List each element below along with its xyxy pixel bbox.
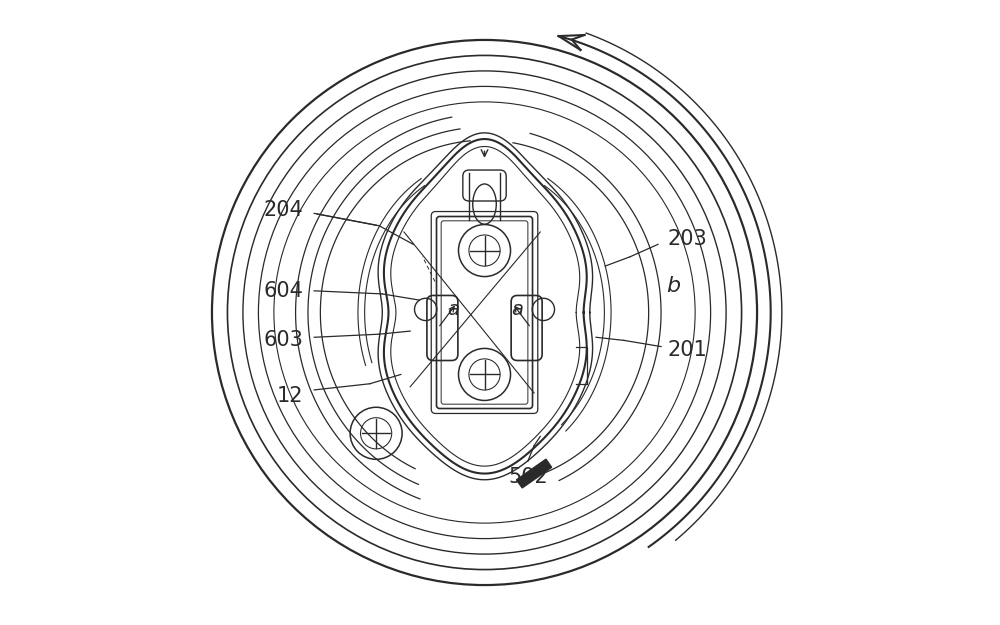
Text: a: a bbox=[511, 300, 523, 319]
Text: 604: 604 bbox=[263, 281, 303, 301]
Polygon shape bbox=[517, 459, 552, 488]
Text: b: b bbox=[666, 276, 680, 296]
Text: 201: 201 bbox=[667, 339, 707, 359]
Text: 502: 502 bbox=[508, 467, 548, 487]
Text: 12: 12 bbox=[277, 386, 303, 406]
Text: a: a bbox=[448, 300, 460, 319]
Text: 603: 603 bbox=[263, 331, 303, 351]
Text: 204: 204 bbox=[263, 200, 303, 220]
Text: 203: 203 bbox=[667, 229, 707, 249]
